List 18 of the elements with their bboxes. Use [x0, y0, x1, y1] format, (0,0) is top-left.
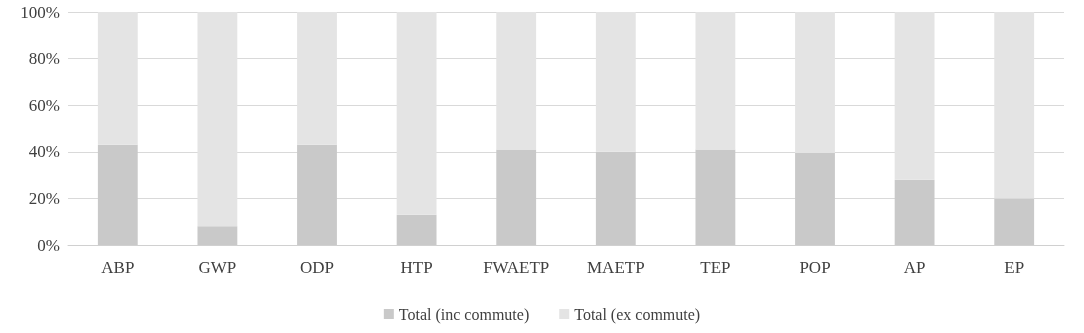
x-tick-label: ABP: [101, 258, 135, 277]
y-tick-label: 0%: [37, 235, 60, 255]
x-tick-label: TEP: [700, 258, 731, 277]
y-tick-label: 60%: [28, 95, 60, 115]
x-tick-label: EP: [1004, 258, 1025, 277]
y-tick-label: 40%: [28, 142, 60, 162]
x-tick-label: FWAETP: [483, 258, 550, 277]
legend-label: Total (ex commute): [574, 305, 701, 324]
y-tick-label: 100%: [20, 2, 60, 22]
x-tick-label: MAETP: [586, 258, 645, 277]
x-tick-label: POP: [799, 258, 831, 277]
y-tick-label: 20%: [28, 188, 60, 208]
legend-label: Total (inc commute): [398, 305, 530, 324]
x-tick-label: HTP: [400, 258, 433, 277]
x-tick-label: GWP: [198, 258, 237, 277]
y-tick-label: 80%: [28, 49, 60, 69]
x-tick-label: AP: [903, 258, 926, 277]
x-tick-label: ODP: [299, 258, 335, 277]
